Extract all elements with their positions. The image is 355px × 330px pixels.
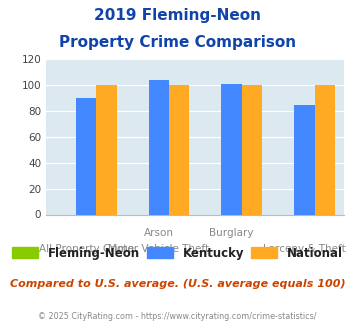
- Text: Property Crime Comparison: Property Crime Comparison: [59, 35, 296, 50]
- Text: Arson: Arson: [144, 228, 174, 238]
- Bar: [149, 80, 169, 214]
- Bar: [96, 85, 117, 214]
- Text: Compared to U.S. average. (U.S. average equals 100): Compared to U.S. average. (U.S. average …: [10, 279, 345, 289]
- Text: Burglary: Burglary: [209, 228, 254, 238]
- Bar: [242, 85, 262, 214]
- Bar: [294, 105, 315, 214]
- Bar: [222, 84, 242, 214]
- Bar: [169, 85, 190, 214]
- Text: Larceny & Theft: Larceny & Theft: [263, 244, 346, 254]
- Text: © 2025 CityRating.com - https://www.cityrating.com/crime-statistics/: © 2025 CityRating.com - https://www.city…: [38, 312, 317, 321]
- Legend: Fleming-Neon, Kentucky, National: Fleming-Neon, Kentucky, National: [8, 242, 347, 264]
- Text: 2019 Fleming-Neon: 2019 Fleming-Neon: [94, 8, 261, 23]
- Bar: [76, 98, 96, 214]
- Bar: [315, 85, 335, 214]
- Text: All Property Crime: All Property Crime: [39, 244, 134, 254]
- Text: Motor Vehicle Theft: Motor Vehicle Theft: [108, 244, 209, 254]
